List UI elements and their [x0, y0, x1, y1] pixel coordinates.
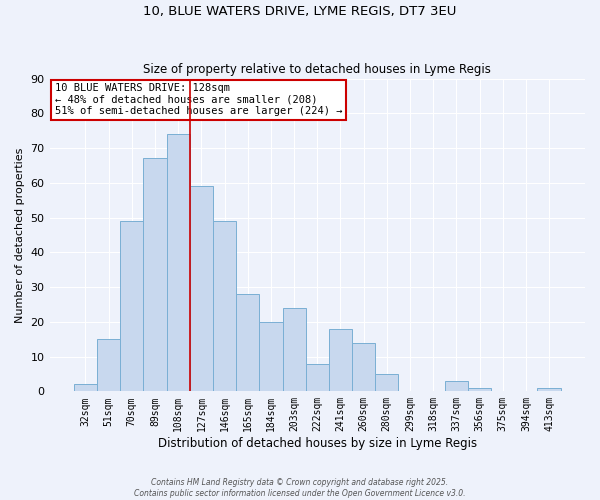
Bar: [468, 388, 491, 392]
Text: 10, BLUE WATERS DRIVE, LYME REGIS, DT7 3EU: 10, BLUE WATERS DRIVE, LYME REGIS, DT7 3…: [143, 5, 457, 18]
Bar: [190, 186, 213, 392]
Bar: [445, 381, 468, 392]
Bar: [143, 158, 167, 392]
Bar: [213, 221, 236, 392]
X-axis label: Distribution of detached houses by size in Lyme Regis: Distribution of detached houses by size …: [158, 437, 477, 450]
Bar: [352, 342, 375, 392]
Bar: [283, 308, 305, 392]
Bar: [259, 322, 283, 392]
Bar: [167, 134, 190, 392]
Bar: [120, 221, 143, 392]
Bar: [74, 384, 97, 392]
Text: Contains HM Land Registry data © Crown copyright and database right 2025.
Contai: Contains HM Land Registry data © Crown c…: [134, 478, 466, 498]
Bar: [97, 339, 120, 392]
Text: 10 BLUE WATERS DRIVE: 128sqm
← 48% of detached houses are smaller (208)
51% of s: 10 BLUE WATERS DRIVE: 128sqm ← 48% of de…: [55, 83, 343, 116]
Bar: [329, 329, 352, 392]
Bar: [305, 364, 329, 392]
Title: Size of property relative to detached houses in Lyme Regis: Size of property relative to detached ho…: [143, 63, 491, 76]
Bar: [375, 374, 398, 392]
Bar: [538, 388, 560, 392]
Y-axis label: Number of detached properties: Number of detached properties: [15, 148, 25, 322]
Bar: [236, 294, 259, 392]
